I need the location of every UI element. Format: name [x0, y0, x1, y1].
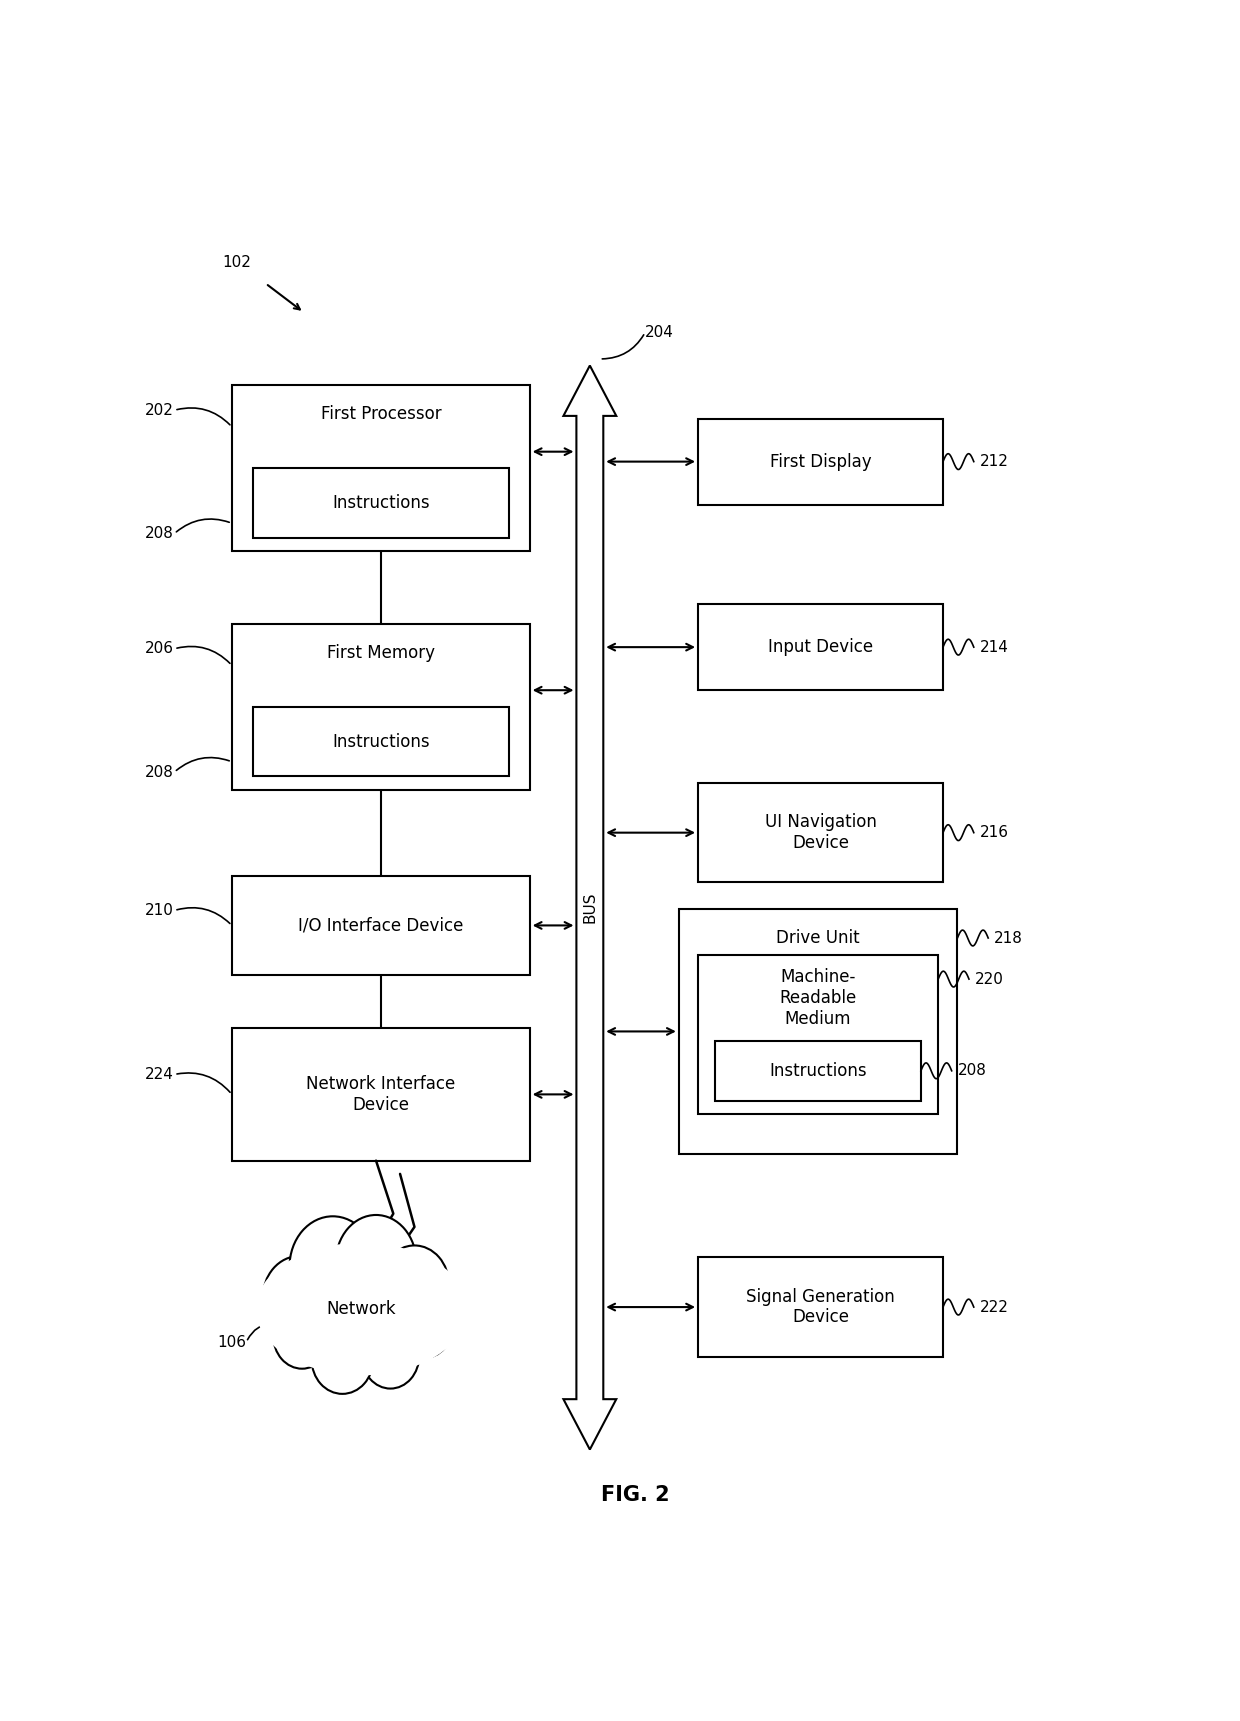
- Text: BUS: BUS: [583, 891, 598, 922]
- Bar: [698, 604, 942, 690]
- Text: 208: 208: [957, 1064, 986, 1079]
- Text: 224: 224: [145, 1067, 174, 1083]
- Text: 222: 222: [980, 1299, 1008, 1315]
- Ellipse shape: [289, 1217, 376, 1317]
- Ellipse shape: [396, 1292, 453, 1358]
- Polygon shape: [563, 365, 616, 1449]
- Bar: [232, 625, 529, 790]
- Bar: [232, 386, 529, 551]
- Text: 202: 202: [145, 403, 174, 418]
- Text: 102: 102: [222, 255, 252, 270]
- Text: 218: 218: [994, 931, 1023, 945]
- Ellipse shape: [336, 1215, 417, 1310]
- Text: 216: 216: [980, 824, 1008, 840]
- Text: Network Interface
Device: Network Interface Device: [306, 1076, 455, 1113]
- Ellipse shape: [362, 1322, 419, 1389]
- Text: First Display: First Display: [770, 453, 872, 470]
- Text: 214: 214: [980, 640, 1008, 654]
- Ellipse shape: [273, 1303, 331, 1368]
- Text: 210: 210: [145, 904, 174, 917]
- Bar: [232, 876, 529, 976]
- Text: 206: 206: [145, 642, 174, 656]
- Text: Machine-
Readable
Medium: Machine- Readable Medium: [780, 969, 857, 1027]
- Bar: [698, 783, 942, 883]
- Text: 212: 212: [980, 454, 1008, 470]
- Text: First Memory: First Memory: [327, 644, 435, 663]
- Text: Network: Network: [327, 1299, 397, 1318]
- Bar: [253, 707, 508, 776]
- Text: 208: 208: [145, 527, 174, 540]
- Ellipse shape: [263, 1256, 336, 1341]
- Bar: [698, 955, 939, 1113]
- Text: Drive Unit: Drive Unit: [776, 929, 859, 947]
- Text: UI Navigation
Device: UI Navigation Device: [765, 814, 877, 852]
- Text: 106: 106: [217, 1335, 247, 1349]
- Bar: [678, 909, 957, 1155]
- Text: FIG. 2: FIG. 2: [601, 1485, 670, 1504]
- Text: Instructions: Instructions: [769, 1062, 867, 1079]
- Text: Input Device: Input Device: [768, 638, 873, 656]
- Text: 208: 208: [145, 764, 174, 780]
- Ellipse shape: [311, 1325, 373, 1394]
- Ellipse shape: [255, 1243, 467, 1375]
- Bar: [698, 418, 942, 504]
- Text: First Processor: First Processor: [320, 406, 441, 423]
- Text: Instructions: Instructions: [332, 733, 429, 750]
- Text: Instructions: Instructions: [332, 494, 429, 513]
- Text: 220: 220: [975, 972, 1003, 986]
- Text: I/O Interface Device: I/O Interface Device: [298, 916, 464, 935]
- Bar: [232, 1027, 529, 1160]
- Bar: [715, 1041, 921, 1101]
- Bar: [698, 1258, 942, 1356]
- Text: Signal Generation
Device: Signal Generation Device: [746, 1287, 895, 1327]
- Ellipse shape: [379, 1246, 449, 1325]
- Bar: [253, 468, 508, 537]
- Text: 204: 204: [645, 325, 675, 341]
